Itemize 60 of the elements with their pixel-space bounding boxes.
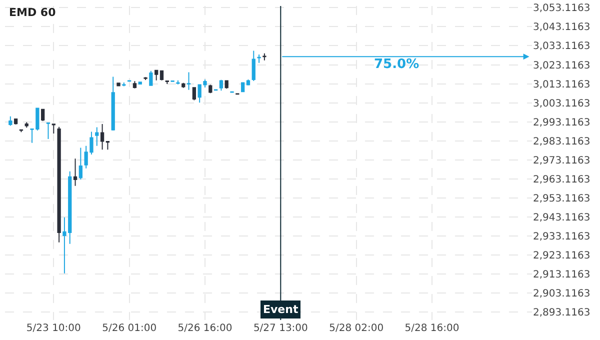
candlestick <box>73 158 78 186</box>
y-tick-label: 3,023.1163 <box>533 60 590 72</box>
x-tick-label: 5/26 16:00 <box>178 323 232 334</box>
y-tick-label: 2,903.1163 <box>533 288 590 300</box>
candlestick <box>165 80 169 85</box>
candlestick <box>46 122 50 140</box>
chart-title: EMD 60 <box>9 6 56 20</box>
candlestick <box>19 129 24 133</box>
candlestick <box>8 116 12 126</box>
ref-line-label: Event <box>263 303 298 316</box>
candlestick <box>111 76 115 131</box>
candlestick <box>224 80 228 90</box>
candlestick <box>149 70 153 86</box>
candlestick <box>52 123 56 134</box>
y-tick-label: 2,963.1163 <box>533 174 590 186</box>
candlestick <box>208 84 212 94</box>
y-tick-label: 3,013.1163 <box>533 79 590 90</box>
x-tick-label: 5/28 16:00 <box>404 323 460 334</box>
y-tick-label: 2,923.1163 <box>533 250 590 262</box>
candlestick <box>154 70 158 81</box>
candlestick <box>262 52 266 61</box>
candlestick <box>219 79 224 92</box>
candlestick <box>138 82 142 85</box>
candlestick <box>14 118 18 126</box>
y-tick-label: 3,043.1163 <box>533 22 590 34</box>
x-tick-label: 5/23 10:00 <box>26 323 81 334</box>
candlestick <box>116 82 120 87</box>
candlestick <box>57 126 61 243</box>
candlestick <box>160 70 164 81</box>
candlestick <box>95 126 99 146</box>
y-tick-label: 3,033.1163 <box>533 41 590 52</box>
candlestick <box>186 72 191 90</box>
x-tick-label: 5/26 01:00 <box>102 323 157 334</box>
candlestick <box>100 123 104 150</box>
y-tick-label: 2,983.1163 <box>533 136 590 148</box>
candlestick <box>176 80 180 85</box>
y-tick-label: 2,943.1163 <box>533 212 590 224</box>
candlestick <box>257 54 261 64</box>
y-tick-label: 2,973.1163 <box>533 155 590 166</box>
x-tick-label: 5/28 02:00 <box>329 323 384 334</box>
y-tick-label: 3,003.1163 <box>533 98 590 110</box>
candlestick <box>241 82 245 92</box>
annotation: 75.0% <box>374 57 420 72</box>
candlestick <box>24 122 28 128</box>
candlestick <box>78 147 82 180</box>
x-tick-label: 5/27 13:00 <box>253 323 308 334</box>
candlestick <box>192 87 196 101</box>
y-tick-label: 2,993.1163 <box>533 117 590 128</box>
y-tick-label: 2,933.1163 <box>533 232 590 243</box>
candlestick <box>144 76 148 81</box>
y-tick-label: 3,053.1163 <box>533 3 590 14</box>
candlestick <box>246 78 250 86</box>
y-tick-label: 2,893.1163 <box>533 308 590 319</box>
y-tick-label: 2,953.1163 <box>533 193 590 204</box>
y-tick-label: 2,913.1163 <box>533 270 590 281</box>
candlestick <box>252 50 256 82</box>
candlestick <box>122 82 126 87</box>
candlestick <box>106 141 110 150</box>
candlestick <box>41 108 45 122</box>
candlestick <box>132 80 137 89</box>
